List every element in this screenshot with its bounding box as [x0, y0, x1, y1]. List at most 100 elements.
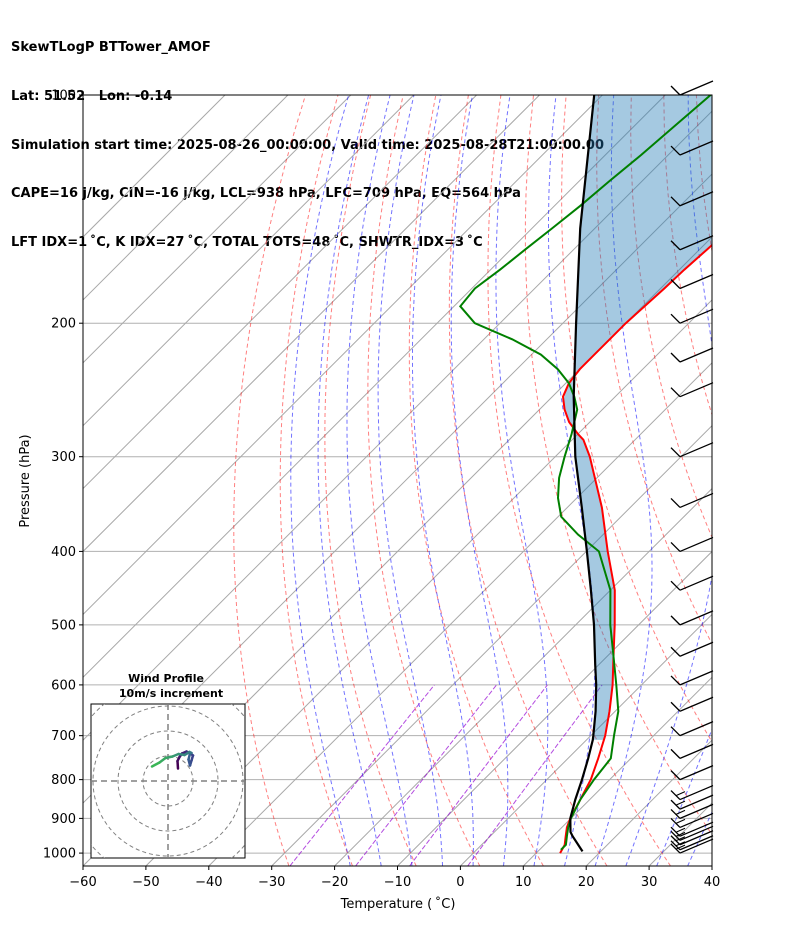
dry-adiabat [279, 95, 353, 866]
mixing-ratio-line [409, 684, 548, 866]
wind-barb-staff [679, 492, 714, 509]
y-tick-label: 1000 [43, 847, 76, 862]
y-tick-label: 400 [51, 545, 76, 560]
hodograph-segment [150, 761, 161, 768]
moist-adiabat [594, 95, 653, 866]
wind-barb-staff [679, 743, 714, 759]
wind-barb [670, 721, 714, 737]
wind-barb-staff [679, 191, 714, 207]
wind-barb [670, 670, 714, 686]
wind-barb-flag [670, 615, 681, 626]
wind-barbs [670, 80, 714, 854]
wind-barb-staff [679, 812, 714, 829]
wind-barb-flag [670, 196, 681, 207]
moist-adiabat [412, 95, 474, 866]
x-tick-label: 20 [578, 875, 595, 890]
hodograph-ring [117, 730, 219, 832]
isotherm--40 [208, 362, 712, 866]
wind-barb-staff [679, 641, 714, 657]
isotherm--80 [83, 110, 712, 741]
wind-barb-flag [670, 387, 681, 398]
temperature-profile [559, 243, 712, 854]
x-tick-label: −50 [132, 875, 159, 890]
x-tick-label: −20 [321, 875, 348, 890]
moist-adiabat [290, 95, 351, 866]
isotherm--30 [271, 424, 712, 866]
dewpoint-profile [458, 95, 712, 851]
wind-barb-staff [679, 821, 714, 837]
dry-adiabat [524, 95, 712, 836]
isotherm--160 [83, 95, 226, 238]
wind-barb-half [675, 827, 686, 833]
wind-barb-flag [670, 748, 681, 759]
hodograph: Wind Profile 10m/s increment [90, 672, 246, 859]
wind-barb [670, 235, 714, 251]
y-axis-label: Pressure (hPa) [18, 434, 33, 527]
moist-adiabat [317, 95, 382, 866]
wind-barb-flag [670, 240, 681, 251]
wind-barb-flag [670, 352, 681, 363]
moist-adiabat [377, 95, 444, 866]
y-tick-label: 700 [51, 729, 76, 744]
wind-barb-staff [679, 610, 714, 626]
wind-barb-staff [679, 670, 714, 686]
wind-barb [670, 347, 714, 363]
wind-barb-flag [670, 817, 681, 828]
wind-barb [670, 382, 714, 398]
wind-barb-flag [670, 826, 681, 837]
y-tick-label: 300 [51, 450, 76, 465]
mixing-ratio-line [467, 684, 603, 866]
wind-barb [670, 575, 714, 591]
wind-barb-flag [670, 701, 681, 712]
wind-barb-staff [679, 825, 714, 841]
wind-barb-half [675, 844, 686, 850]
wind-barb-half [675, 831, 686, 837]
isotherm--150 [83, 95, 289, 301]
dry-adiabat [367, 95, 481, 866]
moist-adiabat [450, 95, 509, 866]
wind-barb-half [675, 841, 686, 847]
moist-adiabat [625, 95, 712, 866]
hodograph-subtitle: 10m/s increment [119, 687, 223, 700]
x-tick-label: 10 [515, 875, 532, 890]
y-tick-label: 500 [51, 618, 76, 633]
x-tick-label: −30 [258, 875, 285, 890]
x-tick-label: −10 [384, 875, 411, 890]
wind-barb-flag [670, 790, 681, 801]
wind-barb [670, 825, 714, 841]
wind-barb [670, 812, 714, 829]
wind-barb-half [675, 809, 686, 815]
wind-barb-staff [679, 803, 714, 819]
wind-barb [670, 140, 714, 156]
isotherm--110 [83, 95, 540, 553]
wind-barb-staff [679, 575, 714, 591]
wind-barb [670, 536, 714, 553]
isotherm-40 [711, 865, 712, 866]
moist-adiabat [656, 727, 712, 866]
y-tick-label: 900 [51, 812, 76, 827]
wind-barb-staff [679, 765, 714, 781]
parcel-profile [569, 95, 598, 853]
wind-barb [670, 641, 714, 657]
wind-barb [670, 743, 714, 759]
wind-barb-staff [679, 794, 714, 810]
wind-barb [670, 308, 714, 324]
wind-barb [670, 492, 714, 509]
wind-barb-staff [679, 696, 714, 712]
wind-barb [670, 838, 714, 854]
mixing-ratio-line [289, 684, 435, 866]
wind-barb-flag [670, 447, 681, 458]
wind-barb [670, 696, 714, 712]
wind-barb [670, 835, 714, 851]
wind-barb [670, 273, 714, 290]
wind-barb [670, 610, 714, 626]
wind-barb [670, 442, 714, 458]
isotherm--140 [83, 95, 352, 364]
moist-adiabat [495, 95, 549, 866]
wind-barb [670, 794, 714, 810]
wind-barb-flag [670, 843, 681, 854]
dry-adiabat [762, 95, 794, 866]
y-tick-label: 600 [51, 678, 76, 693]
wind-barb-staff [679, 838, 714, 854]
